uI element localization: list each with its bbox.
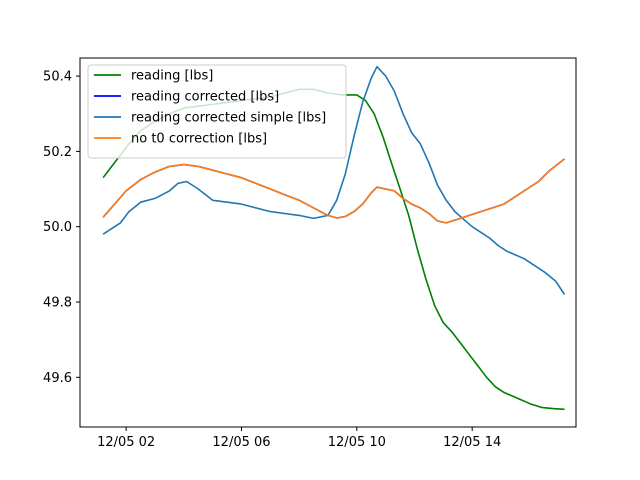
x-axis: 12/05 02 12/05 06 12/05 10 12/05 14: [97, 427, 501, 450]
legend-label: reading corrected [lbs]: [131, 90, 279, 105]
y-tick-label: 50.4: [43, 70, 72, 85]
y-tick-label: 49.6: [43, 371, 72, 386]
y-axis: 49.6 49.8 50.0 50.2 50.4: [43, 70, 80, 386]
legend-label: no t0 correction [lbs]: [131, 132, 267, 147]
y-tick-label: 50.2: [43, 145, 72, 160]
y-tick-label: 49.8: [43, 295, 72, 310]
legend-box: [87, 64, 347, 159]
legend: reading [lbs] reading corrected [lbs] read…: [87, 64, 347, 159]
y-tick-label: 50.0: [43, 220, 72, 235]
x-tick-label: 12/05 02: [97, 435, 155, 450]
series-line-3: [102, 65, 566, 295]
x-tick-label: 12/05 10: [328, 435, 386, 450]
legend-label: reading corrected simple [lbs]: [131, 111, 326, 126]
plot-frame: [79, 57, 577, 428]
x-tick-label: 12/05 06: [212, 435, 270, 450]
series-line-4: [102, 158, 565, 224]
x-tick-label: 12/05 14: [443, 435, 501, 450]
legend-label: reading [lbs]: [131, 69, 213, 84]
